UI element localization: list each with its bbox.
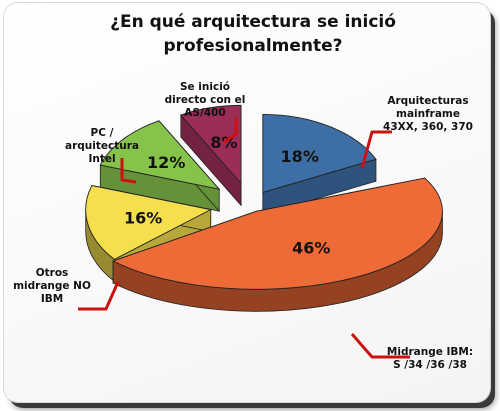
pie-category-label-3: IBM: [41, 293, 63, 305]
pie-slice-top: [111, 177, 443, 290]
pie-category-label-2: S /34 /36 /38: [393, 359, 467, 371]
chart-title-line-2: profesionalmente?: [163, 36, 342, 56]
leader-line-3: [78, 281, 120, 311]
pie-slice-top: [85, 185, 213, 260]
pie-category-label-2: Midrange IBM:: [387, 346, 473, 358]
pie-value-label-2: 46%: [292, 239, 330, 258]
pie-value-label-4: 12%: [147, 153, 185, 172]
pie-category-label-4: arquitectura: [65, 140, 139, 152]
pie-value-label-3: 16%: [124, 209, 162, 228]
pie-category-label-5: AS/400: [184, 107, 225, 119]
chart-title-line-1: ¿En qué arquitectura se inició: [110, 12, 396, 32]
pie-slice-top: [180, 104, 242, 185]
pie-category-label-1: 43XX, 360, 370: [383, 121, 473, 133]
pie-category-label-1: Arquitecturas: [387, 95, 468, 107]
pie-category-label-5: Se inició: [180, 81, 230, 93]
pie-slice-top: [262, 113, 377, 194]
pie-category-label-1: mainframe: [396, 108, 460, 120]
pie-slice-4: [99, 119, 221, 213]
leader-line-2: [350, 333, 410, 359]
leader-line-5: [223, 118, 238, 144]
leader-line-1: [360, 130, 392, 169]
pie-category-label-3: midrange NO: [13, 280, 91, 292]
pie-value-label-1: 18%: [281, 147, 319, 166]
pie-category-label-3: Otros: [36, 267, 69, 279]
leader-line-4: [120, 158, 137, 184]
pie-slice-top: [99, 120, 221, 190]
pie-slice-5: [180, 104, 242, 207]
pie-category-label-4: Intel: [88, 153, 115, 165]
pie-category-label-5: directo con el: [165, 94, 246, 106]
pie-slice-2: [111, 177, 443, 312]
pie-category-label-4: PC /: [91, 127, 114, 139]
pie-slice-1: [262, 113, 377, 215]
